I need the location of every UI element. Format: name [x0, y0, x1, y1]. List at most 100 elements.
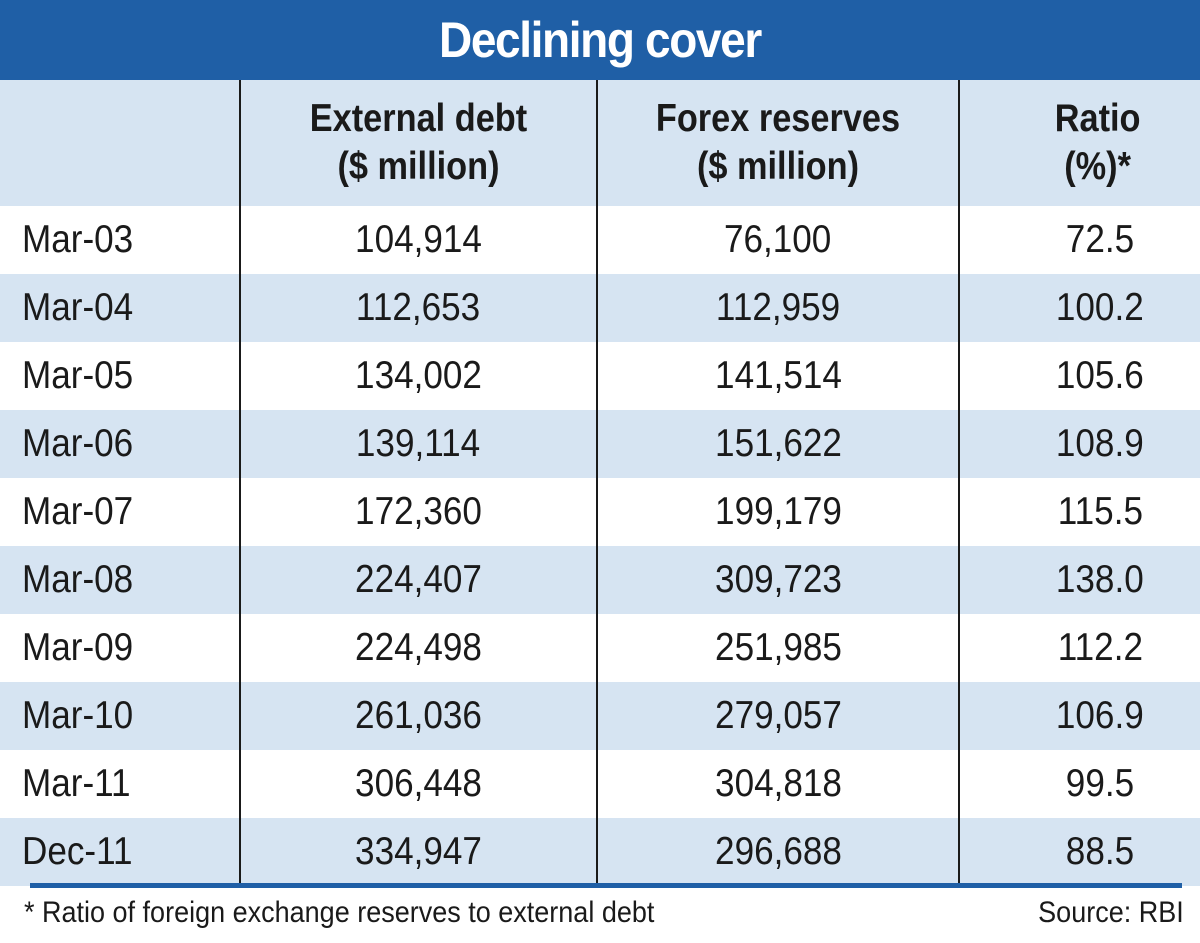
- footnote: * Ratio of foreign exchange reserves to …: [24, 896, 655, 929]
- cell-forex-reserves: 141,514: [596, 342, 959, 410]
- header-label: Ratio: [1054, 97, 1141, 140]
- period-label: Mar-04: [22, 286, 134, 329]
- external-debt-value: 139,114: [356, 422, 481, 465]
- table-row: Mar-05 134,002 141,514 105.6: [0, 342, 1200, 410]
- cell-external-debt: 139,114: [239, 410, 597, 478]
- period-label: Mar-09: [22, 626, 134, 669]
- cell-forex-reserves: 112,959: [596, 274, 959, 342]
- forex-reserves-value: 141,514: [714, 354, 842, 397]
- table-row: Mar-11 306,448 304,818 99.5: [0, 750, 1200, 818]
- ratio-value: 106.9: [1056, 694, 1144, 737]
- forex-reserves-value: 199,179: [714, 490, 842, 533]
- data-table: External debt ($ million) Forex reserves…: [0, 80, 1200, 886]
- ratio-value: 99.5: [1065, 762, 1135, 805]
- table-row: Dec-11 334,947 296,688 88.5: [0, 818, 1200, 886]
- external-debt-value: 112,653: [356, 286, 481, 329]
- cell-ratio: 115.5: [958, 478, 1200, 546]
- cell-period: Mar-10: [0, 682, 240, 750]
- cell-ratio: 105.6: [958, 342, 1200, 410]
- ratio-value: 112.2: [1057, 626, 1143, 669]
- forex-reserves-value: 304,818: [714, 762, 842, 805]
- cell-forex-reserves: 199,179: [596, 478, 959, 546]
- period-label: Mar-10: [22, 694, 134, 737]
- cell-external-debt: 261,036: [239, 682, 597, 750]
- cell-period: Mar-11: [0, 750, 240, 818]
- forex-reserves-value: 279,057: [714, 694, 842, 737]
- forex-reserves-value: 76,100: [724, 218, 832, 261]
- header-unit: (%)*: [1064, 145, 1131, 188]
- cell-period: Mar-07: [0, 478, 240, 546]
- cell-ratio: 72.5: [958, 206, 1200, 274]
- cell-period: Mar-03: [0, 206, 240, 274]
- header-row: External debt ($ million) Forex reserves…: [0, 80, 1200, 206]
- forex-reserves-value: 251,985: [714, 626, 842, 669]
- period-label: Mar-03: [22, 218, 134, 261]
- cell-external-debt: 224,407: [239, 546, 597, 614]
- external-debt-value: 104,914: [355, 218, 482, 261]
- period-label: Dec-11: [22, 830, 133, 873]
- cell-ratio: 106.9: [958, 682, 1200, 750]
- ratio-value: 108.9: [1056, 422, 1144, 465]
- cell-ratio: 100.2: [958, 274, 1200, 342]
- ratio-value: 115.5: [1057, 490, 1143, 533]
- header-cell-ratio: Ratio (%)*: [958, 80, 1200, 206]
- header-cell-forex-reserves: Forex reserves ($ million): [596, 80, 959, 206]
- period-label: Mar-11: [22, 762, 131, 805]
- period-label: Mar-05: [22, 354, 134, 397]
- cell-forex-reserves: 76,100: [596, 206, 959, 274]
- cell-ratio: 108.9: [958, 410, 1200, 478]
- external-debt-value: 134,002: [355, 354, 482, 397]
- ratio-value: 88.5: [1065, 830, 1135, 873]
- ratio-value: 100.2: [1056, 286, 1144, 329]
- cell-forex-reserves: 151,622: [596, 410, 959, 478]
- header-label: Forex reserves: [655, 97, 901, 140]
- source-credit: Source: RBI: [1038, 896, 1184, 929]
- forex-reserves-value: 309,723: [714, 558, 842, 601]
- period-label: Mar-07: [22, 490, 134, 533]
- cell-external-debt: 224,498: [239, 614, 597, 682]
- table-row: Mar-09 224,498 251,985 112.2: [0, 614, 1200, 682]
- external-debt-value: 334,947: [355, 830, 482, 873]
- bottom-rule: [30, 883, 1182, 888]
- external-debt-value: 224,498: [355, 626, 482, 669]
- ratio-value: 72.5: [1065, 218, 1135, 261]
- ratio-value: 138.0: [1056, 558, 1144, 601]
- cell-forex-reserves: 304,818: [596, 750, 959, 818]
- cell-external-debt: 112,653: [239, 274, 597, 342]
- external-debt-value: 306,448: [355, 762, 482, 805]
- title-bar: Declining cover: [0, 0, 1200, 80]
- forex-reserves-value: 296,688: [714, 830, 842, 873]
- external-debt-value: 224,407: [355, 558, 482, 601]
- header-label: External debt: [309, 97, 528, 140]
- cell-external-debt: 104,914: [239, 206, 597, 274]
- cell-ratio: 112.2: [958, 614, 1200, 682]
- table-row: Mar-08 224,407 309,723 138.0: [0, 546, 1200, 614]
- cell-ratio: 88.5: [958, 818, 1200, 886]
- cell-period: Dec-11: [0, 818, 240, 886]
- cell-period: Mar-06: [0, 410, 240, 478]
- cell-period: Mar-04: [0, 274, 240, 342]
- table-row: Mar-06 139,114 151,622 108.9: [0, 410, 1200, 478]
- cell-external-debt: 306,448: [239, 750, 597, 818]
- external-debt-value: 172,360: [355, 490, 482, 533]
- forex-reserves-value: 151,622: [714, 422, 842, 465]
- cell-period: Mar-08: [0, 546, 240, 614]
- cell-external-debt: 134,002: [239, 342, 597, 410]
- cell-period: Mar-05: [0, 342, 240, 410]
- cell-forex-reserves: 309,723: [596, 546, 959, 614]
- cell-period: Mar-09: [0, 614, 240, 682]
- header-unit: ($ million): [337, 145, 500, 188]
- table-row: Mar-07 172,360 199,179 115.5: [0, 478, 1200, 546]
- cell-ratio: 99.5: [958, 750, 1200, 818]
- period-label: Mar-08: [22, 558, 134, 601]
- cell-forex-reserves: 279,057: [596, 682, 959, 750]
- cell-forex-reserves: 296,688: [596, 818, 959, 886]
- cell-external-debt: 334,947: [239, 818, 597, 886]
- forex-reserves-value: 112,959: [715, 286, 841, 329]
- external-debt-value: 261,036: [355, 694, 482, 737]
- period-label: Mar-06: [22, 422, 134, 465]
- table-row: Mar-04 112,653 112,959 100.2: [0, 274, 1200, 342]
- cell-ratio: 138.0: [958, 546, 1200, 614]
- header-unit: ($ million): [696, 145, 860, 188]
